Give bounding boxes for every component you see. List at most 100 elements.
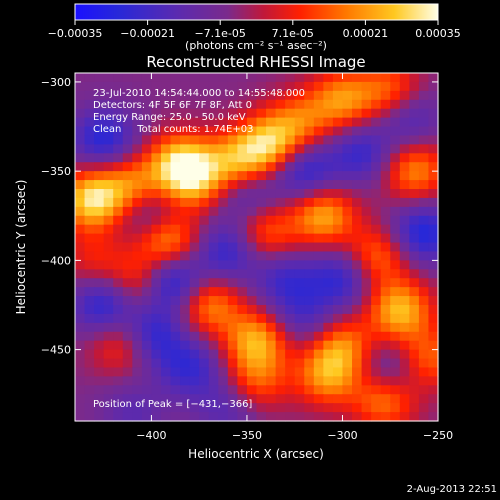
- heatmap-cell: [246, 81, 258, 92]
- heatmap-cell: [208, 224, 219, 235]
- heatmap-cell: [380, 215, 391, 226]
- heatmap-cell: [103, 260, 114, 270]
- heatmap-cell: [399, 197, 410, 208]
- heatmap-cell: [266, 331, 277, 342]
- heatmap-cell: [342, 126, 353, 137]
- heatmap-cell: [285, 233, 296, 244]
- heatmap-cell: [180, 81, 191, 92]
- heatmap-cell: [313, 269, 324, 279]
- heatmap-cell: [323, 296, 334, 306]
- heatmap-cell: [332, 313, 344, 324]
- heatmap-cell: [285, 126, 296, 137]
- heatmap-cell: [390, 305, 401, 315]
- heatmap-cell: [332, 394, 344, 404]
- heatmap-cell: [180, 340, 191, 351]
- heatmap-cell: [132, 394, 143, 404]
- heatmap-cell: [390, 180, 401, 190]
- heatmap-cell: [428, 144, 439, 154]
- heatmap-cell: [304, 162, 315, 172]
- heatmap-cell: [428, 349, 439, 360]
- heatmap-cell: [227, 224, 238, 235]
- heatmap-cell: [390, 376, 401, 386]
- heatmap-cell: [208, 180, 219, 190]
- heatmap-cell: [160, 251, 172, 261]
- heatmap-cell: [256, 81, 267, 92]
- heatmap-cell: [208, 403, 219, 413]
- heatmap-cell: [428, 251, 439, 261]
- heatmap-cell: [84, 180, 95, 190]
- heatmap-cell: [141, 171, 153, 181]
- heatmap-cell: [428, 260, 439, 270]
- heatmap-cell: [352, 73, 363, 83]
- heatmap-cell: [75, 73, 86, 83]
- heatmap-cell: [94, 224, 105, 235]
- heatmap-cell: [237, 251, 248, 261]
- heatmap-cell: [428, 278, 439, 288]
- heatmap-cell: [199, 412, 210, 422]
- heatmap-cell: [390, 331, 401, 342]
- heatmap-cell: [399, 135, 410, 145]
- heatmap-cell: [342, 108, 353, 119]
- heatmap-cell: [151, 81, 162, 92]
- heatmap-cell: [371, 412, 382, 422]
- heatmap-cell: [122, 153, 133, 163]
- heatmap-cell: [390, 153, 401, 163]
- heatmap-cell: [304, 144, 315, 154]
- heatmap-cell: [170, 269, 181, 279]
- heatmap-cell: [275, 215, 286, 226]
- heatmap-cell: [227, 376, 238, 386]
- heatmap-cell: [428, 81, 439, 92]
- heatmap-cell: [380, 358, 391, 369]
- heatmap-cell: [227, 197, 238, 208]
- heatmap-cell: [170, 180, 181, 190]
- heatmap-cell: [266, 99, 277, 110]
- heatmap-cell: [390, 126, 401, 137]
- heatmap-cell: [189, 260, 200, 270]
- heatmap-cell: [361, 153, 372, 163]
- heatmap-cell: [122, 331, 133, 342]
- heatmap-cell: [390, 412, 401, 422]
- heatmap-cell: [180, 117, 191, 128]
- heatmap-cell: [189, 242, 200, 253]
- heatmap-cell: [189, 233, 200, 244]
- heatmap-cell: [371, 358, 382, 369]
- heatmap-cell: [313, 171, 324, 181]
- heatmap-cell: [409, 403, 420, 413]
- heatmap-cell: [275, 287, 286, 297]
- heatmap-cell: [380, 108, 391, 119]
- heatmap-cell: [256, 144, 267, 154]
- heatmap-cell: [323, 197, 334, 208]
- heatmap-cell: [323, 358, 334, 369]
- heatmap-cell: [122, 117, 133, 128]
- heatmap-cell: [256, 242, 267, 253]
- heatmap-cell: [246, 242, 258, 253]
- heatmap-cell: [227, 278, 238, 288]
- heatmap-cell: [84, 242, 95, 253]
- heatmap-cell: [399, 153, 410, 163]
- heatmap-cell: [266, 251, 277, 261]
- heatmap-cell: [294, 376, 305, 386]
- heatmap-cell: [418, 189, 430, 199]
- heatmap-cell: [409, 206, 420, 217]
- heatmap-cell: [371, 153, 382, 163]
- annotation-clean-counts: Clean Total counts: 1.74E+03: [93, 124, 253, 135]
- heatmap-cell: [409, 340, 420, 351]
- heatmap-cell: [189, 349, 200, 360]
- heatmap-cell: [218, 108, 229, 119]
- heatmap-cell: [218, 180, 229, 190]
- heatmap-cell: [75, 108, 86, 119]
- heatmap-cell: [418, 322, 430, 333]
- heatmap-cell: [151, 108, 162, 119]
- heatmap-cell: [170, 412, 181, 422]
- heatmap-cell: [84, 251, 95, 261]
- heatmap-cell: [75, 117, 86, 128]
- heatmap-cell: [246, 367, 258, 377]
- heatmap-cell: [313, 90, 324, 101]
- heatmap-cell: [409, 153, 420, 163]
- heatmap-cell: [380, 224, 391, 235]
- heatmap-cell: [285, 242, 296, 253]
- heatmap-cell: [266, 287, 277, 297]
- heatmap-cell: [361, 305, 372, 315]
- heatmap-cell: [285, 358, 296, 369]
- heatmap-cell: [94, 81, 105, 92]
